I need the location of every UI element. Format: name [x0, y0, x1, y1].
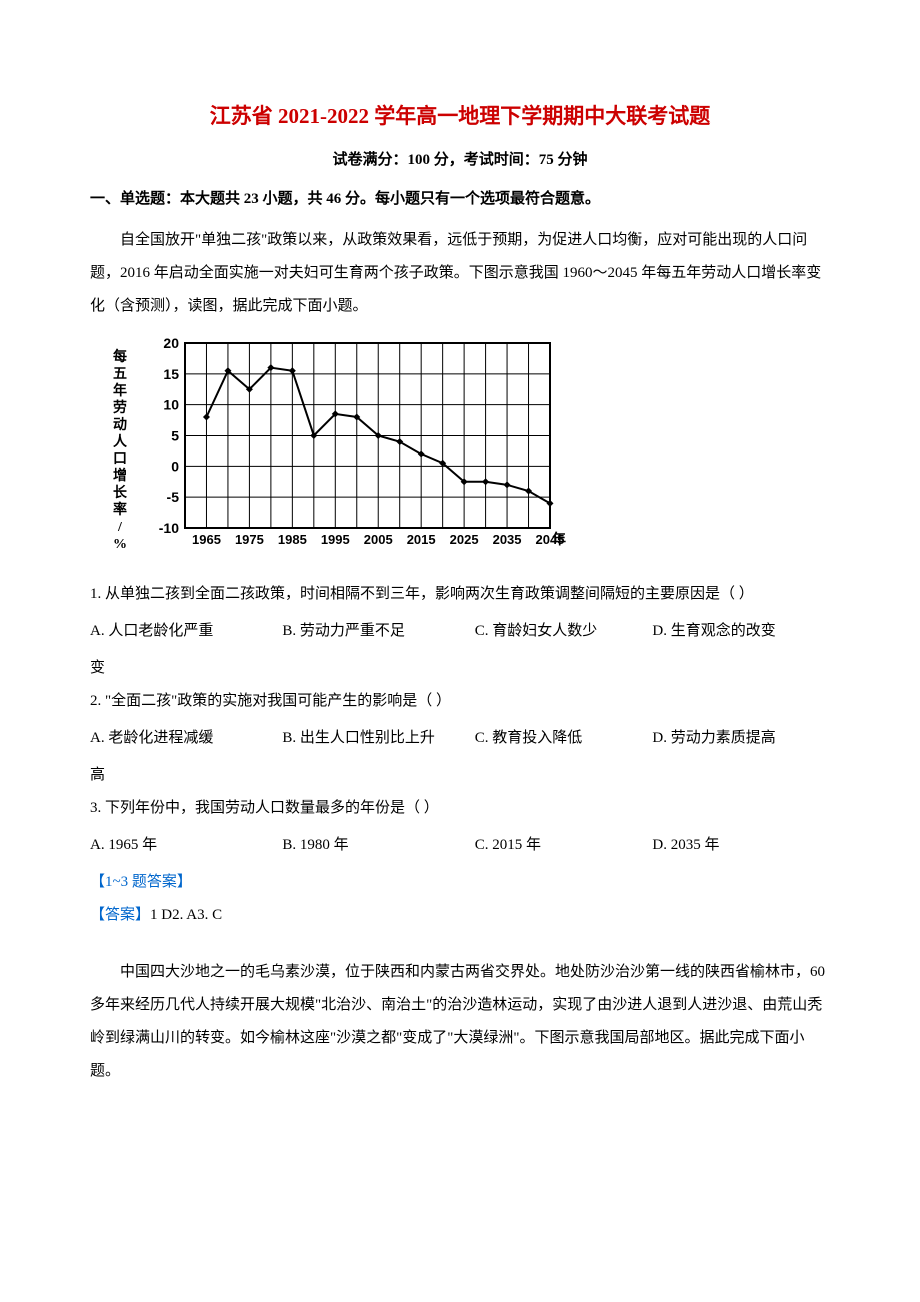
svg-text:-10: -10 — [159, 520, 179, 536]
svg-text:增: 增 — [113, 467, 127, 484]
q1-option-d: D. 生育观念的改变 — [652, 615, 830, 648]
svg-text:每: 每 — [113, 348, 127, 365]
passage-1: 自全国放开"单独二孩"政策以来，从政策效果看，远低于预期，为促进人口均衡，应对可… — [90, 224, 830, 323]
svg-text:2015: 2015 — [407, 532, 436, 547]
title-text: 江苏省 2021-2022 学年高一地理下学期期中大联考试题 — [210, 104, 711, 128]
q2-option-c: C. 教育投入降低 — [475, 722, 653, 755]
svg-text:2025: 2025 — [450, 532, 479, 547]
svg-text:1995: 1995 — [321, 532, 350, 547]
svg-text:2005: 2005 — [364, 532, 393, 547]
exam-subtitle: 试卷满分：100 分，考试时间：75 分钟 — [90, 148, 830, 169]
svg-text:劳: 劳 — [113, 399, 127, 416]
question-3: 3. 下列年份中，我国劳动人口数量最多的年份是（ ） — [90, 792, 830, 825]
section-heading: 一、单选题：本大题共 23 小题，共 46 分。每小题只有一个选项最符合题意。 — [90, 187, 830, 208]
svg-text:长: 长 — [113, 484, 128, 501]
q2-option-b: B. 出生人口性别比上升 — [282, 722, 474, 755]
svg-text:2035: 2035 — [493, 532, 522, 547]
q1-option-b: B. 劳动力严重不足 — [282, 615, 474, 648]
svg-text:率: 率 — [113, 501, 127, 518]
svg-text:口: 口 — [113, 452, 127, 467]
svg-text:年: 年 — [552, 531, 566, 548]
svg-text:/: / — [117, 520, 123, 535]
passage-2: 中国四大沙地之一的毛乌素沙漠，位于陕西和内蒙古两省交界处。地处防沙治沙第一线的陕… — [90, 956, 830, 1088]
q3-option-d: D. 2035 年 — [652, 829, 830, 862]
question-2: 2. "全面二孩"政策的实施对我国可能产生的影响是（ ） — [90, 685, 830, 718]
question-2-options: A. 老龄化进程减缓 B. 出生人口性别比上升 C. 教育投入降低 D. 劳动力… — [90, 722, 830, 755]
svg-text:10: 10 — [163, 397, 179, 413]
q2-overflow: 高 — [90, 759, 830, 792]
svg-text:15: 15 — [163, 366, 179, 382]
svg-text:20: 20 — [163, 335, 179, 351]
svg-text:动: 动 — [113, 416, 127, 433]
answer-block-label: 【1~3 题答案】 — [90, 866, 830, 899]
answer-content: 1 D2. A3. C — [150, 907, 222, 923]
svg-text:年: 年 — [113, 382, 127, 399]
answer-label-text: 【1~3 题答案】 — [90, 874, 192, 890]
svg-text:1985: 1985 — [278, 532, 307, 547]
question-1: 1. 从单独二孩到全面二孩政策，时间相隔不到三年，影响两次生育政策调整间隔短的主… — [90, 578, 830, 611]
q3-option-b: B. 1980 年 — [282, 829, 474, 862]
question-3-options: A. 1965 年 B. 1980 年 C. 2015 年 D. 2035 年 — [90, 829, 830, 862]
q3-option-a: A. 1965 年 — [90, 829, 282, 862]
svg-text:人: 人 — [113, 433, 128, 450]
q1-option-c: C. 育龄妇女人数少 — [475, 615, 653, 648]
q1-option-a: A. 人口老龄化严重 — [90, 615, 282, 648]
svg-text:0: 0 — [171, 458, 179, 474]
chart-svg: -10 -5 0 5 10 15 20 1965 1975 1985 1995 2005 2015 202… — [90, 331, 570, 561]
svg-text:1965: 1965 — [192, 532, 221, 547]
q2-option-d: D. 劳动力素质提高 — [652, 722, 830, 755]
q2-option-a: A. 老龄化进程减缓 — [90, 722, 282, 755]
svg-text:5: 5 — [171, 428, 179, 444]
svg-text:-5: -5 — [167, 489, 180, 505]
answer-prefix: 【答案】 — [90, 907, 150, 923]
q3-option-c: C. 2015 年 — [475, 829, 653, 862]
svg-text:1975: 1975 — [235, 532, 264, 547]
exam-title: 江苏省 2021-2022 学年高一地理下学期期中大联考试题 — [90, 100, 830, 130]
labor-growth-chart: -10 -5 0 5 10 15 20 1965 1975 1985 1995 2005 2015 202… — [90, 331, 830, 566]
svg-text:%: % — [113, 537, 127, 552]
question-1-options: A. 人口老龄化严重 B. 劳动力严重不足 C. 育龄妇女人数少 D. 生育观念… — [90, 615, 830, 648]
answer-block-text: 【答案】1 D2. A3. C — [90, 899, 830, 932]
q1-overflow: 变 — [90, 652, 830, 685]
svg-text:五: 五 — [113, 367, 127, 382]
